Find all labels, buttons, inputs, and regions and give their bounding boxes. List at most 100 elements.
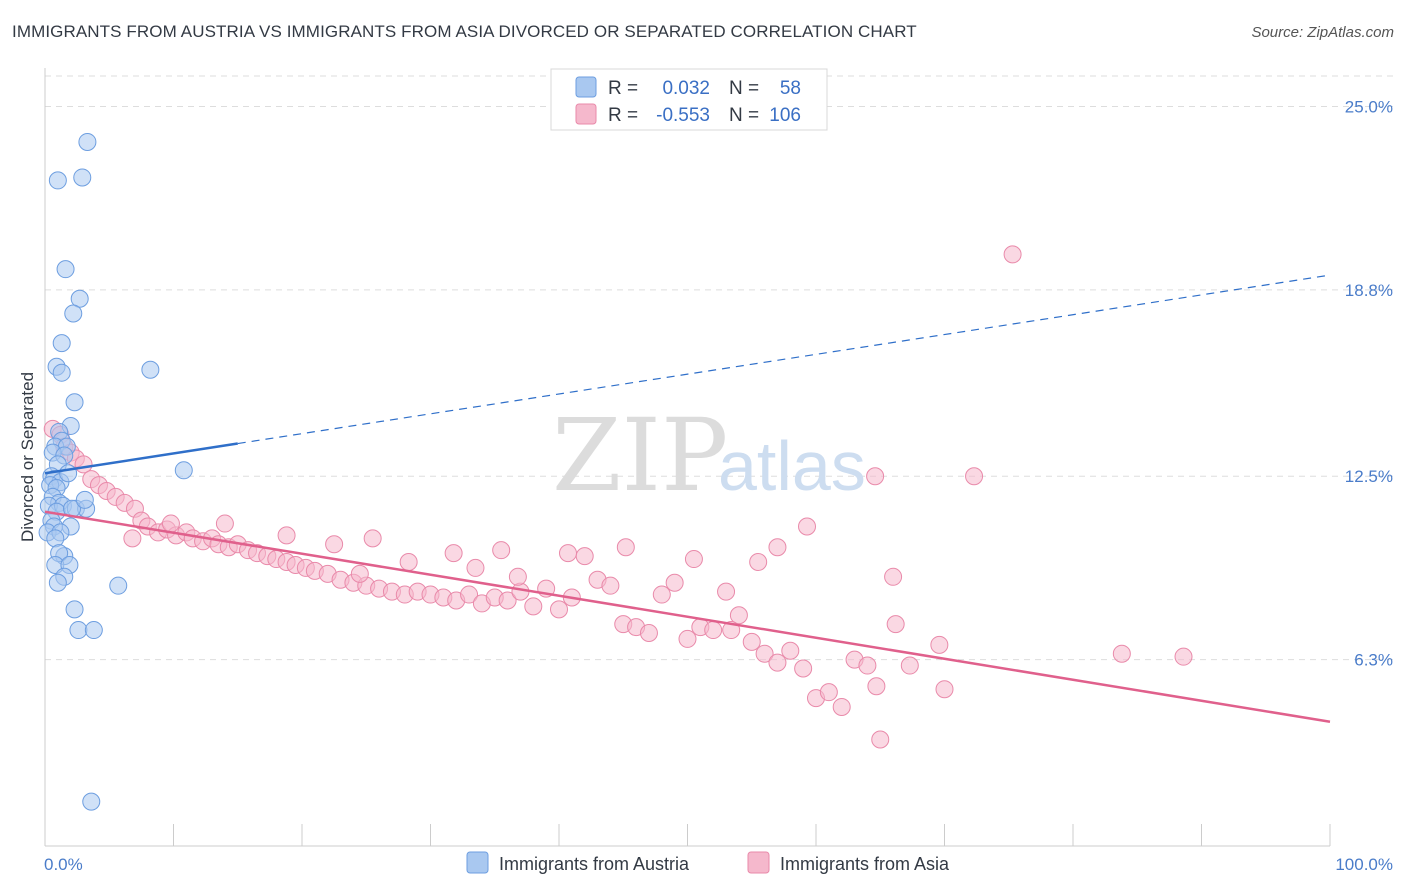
asia-point-50 bbox=[550, 600, 568, 619]
asia-point-85 bbox=[399, 553, 418, 572]
asia-point-69 bbox=[794, 659, 813, 678]
asia-point-92 bbox=[123, 529, 142, 548]
y-tick-label-0: 6.3% bbox=[1354, 651, 1393, 670]
correlation-legend: R = 0.032 N = 58 R = -0.553 N = 106 bbox=[550, 68, 828, 131]
asia-point-43 bbox=[460, 585, 479, 604]
y-tick-label-1: 12.5% bbox=[1345, 467, 1393, 486]
y-tick-label-3: 25.0% bbox=[1345, 97, 1393, 116]
legend-r-value-asia: -0.553 bbox=[656, 105, 710, 126]
asia-point-89 bbox=[350, 564, 369, 583]
asia-point-66 bbox=[755, 644, 774, 663]
asia-point-67 bbox=[768, 653, 787, 672]
asia-point-100 bbox=[1112, 644, 1131, 663]
asia-point-60 bbox=[678, 629, 697, 648]
asia-point-54 bbox=[601, 576, 620, 595]
asia-point-101 bbox=[1174, 647, 1193, 666]
asia-point-84 bbox=[363, 529, 382, 548]
austria-point-8 bbox=[52, 363, 71, 382]
asia-point-58 bbox=[652, 585, 671, 604]
austria-point-3 bbox=[56, 260, 75, 279]
x-tick-label-max: 100.0% bbox=[1335, 855, 1393, 874]
asia-point-90 bbox=[215, 514, 234, 533]
austria-point-1 bbox=[48, 171, 67, 190]
asia-point-104 bbox=[935, 680, 954, 699]
asia-point-88 bbox=[508, 567, 527, 586]
asia-points bbox=[43, 245, 1193, 749]
asia-point-78 bbox=[558, 544, 577, 563]
legend-n-label-asia: N = bbox=[729, 105, 759, 126]
asia-point-80 bbox=[684, 550, 703, 569]
asia-point-86 bbox=[444, 544, 463, 563]
austria-trend-line-solid bbox=[44, 442, 238, 475]
asia-point-74 bbox=[858, 656, 877, 675]
austria-point-9 bbox=[141, 360, 160, 379]
chart-title: IMMIGRANTS FROM AUSTRIA VS IMMIGRANTS FR… bbox=[12, 22, 917, 41]
asia-point-91 bbox=[161, 514, 180, 533]
y-axis-label: Divorced or Separated bbox=[18, 372, 37, 542]
asia-point-77 bbox=[492, 541, 511, 560]
grid-lines bbox=[45, 75, 1393, 661]
asia-trend-line bbox=[44, 510, 1331, 723]
austria-point-10 bbox=[65, 393, 84, 412]
asia-point-5 bbox=[74, 455, 93, 474]
asia-point-64 bbox=[729, 606, 748, 625]
austria-point-5 bbox=[64, 304, 83, 323]
asia-point-72 bbox=[832, 697, 851, 716]
asia-point-82 bbox=[277, 526, 296, 545]
x-axis-tick-marks bbox=[173, 824, 1331, 846]
series-legend-swatch-asia bbox=[747, 851, 770, 874]
austria-point-6 bbox=[52, 334, 71, 353]
asia-point-87 bbox=[466, 558, 485, 577]
series-legend-label-austria: Immigrants from Austria bbox=[499, 854, 690, 874]
austria-point-40 bbox=[46, 529, 65, 548]
asia-point-76 bbox=[884, 567, 903, 586]
trend-lines bbox=[44, 274, 1331, 723]
austria-point-46 bbox=[48, 573, 67, 592]
legend-n-value-austria: 58 bbox=[780, 78, 801, 99]
austria-point-51 bbox=[82, 792, 101, 811]
asia-point-96 bbox=[965, 467, 984, 486]
asia-point-48 bbox=[524, 597, 543, 616]
austria-point-24 bbox=[174, 461, 193, 480]
asia-point-52 bbox=[575, 547, 594, 566]
y-tick-label-2: 18.8% bbox=[1345, 281, 1393, 300]
asia-point-83 bbox=[325, 535, 344, 554]
legend-r-value-austria: 0.032 bbox=[662, 78, 710, 99]
legend-r-label-asia: R = bbox=[608, 105, 638, 126]
legend-box bbox=[550, 68, 828, 131]
austria-trend-line-dashed bbox=[237, 274, 1331, 445]
x-tick-label-min: 0.0% bbox=[44, 855, 83, 874]
asia-point-46 bbox=[498, 591, 517, 610]
austria-point-34 bbox=[75, 490, 94, 509]
asia-point-75 bbox=[871, 730, 890, 749]
asia-point-95 bbox=[798, 517, 817, 536]
asia-point-65 bbox=[742, 632, 761, 651]
austria-point-48 bbox=[65, 600, 84, 619]
series-legend-swatch-austria bbox=[466, 851, 489, 874]
asia-point-71 bbox=[819, 683, 838, 702]
asia-point-99 bbox=[930, 635, 949, 654]
asia-point-81 bbox=[749, 553, 768, 572]
chart-source: Source: ZipAtlas.com bbox=[1251, 24, 1394, 41]
series-legend-label-asia: Immigrants from Asia bbox=[780, 854, 950, 874]
asia-point-102 bbox=[867, 677, 886, 696]
austria-point-49 bbox=[69, 621, 88, 640]
asia-point-93 bbox=[866, 467, 885, 486]
austria-point-47 bbox=[109, 576, 128, 595]
asia-point-68 bbox=[781, 641, 800, 660]
asia-point-94 bbox=[768, 538, 787, 557]
asia-point-62 bbox=[704, 621, 723, 640]
series-legend: Immigrants from Austria Immigrants from … bbox=[466, 851, 950, 874]
asia-point-59 bbox=[665, 573, 684, 592]
y-axis-tick-labels: 6.3% 12.5% 18.8% 25.0% bbox=[1345, 97, 1393, 669]
legend-r-label-austria: R = bbox=[608, 78, 638, 99]
austria-point-50 bbox=[84, 621, 103, 640]
legend-swatch-austria bbox=[575, 76, 597, 98]
austria-points bbox=[38, 132, 193, 811]
watermark-atlas: atlas bbox=[718, 427, 866, 505]
legend-swatch-asia bbox=[575, 103, 597, 125]
watermark-zip: ZIP bbox=[552, 397, 728, 514]
legend-n-label-austria: N = bbox=[729, 78, 759, 99]
austria-point-2 bbox=[73, 168, 92, 187]
